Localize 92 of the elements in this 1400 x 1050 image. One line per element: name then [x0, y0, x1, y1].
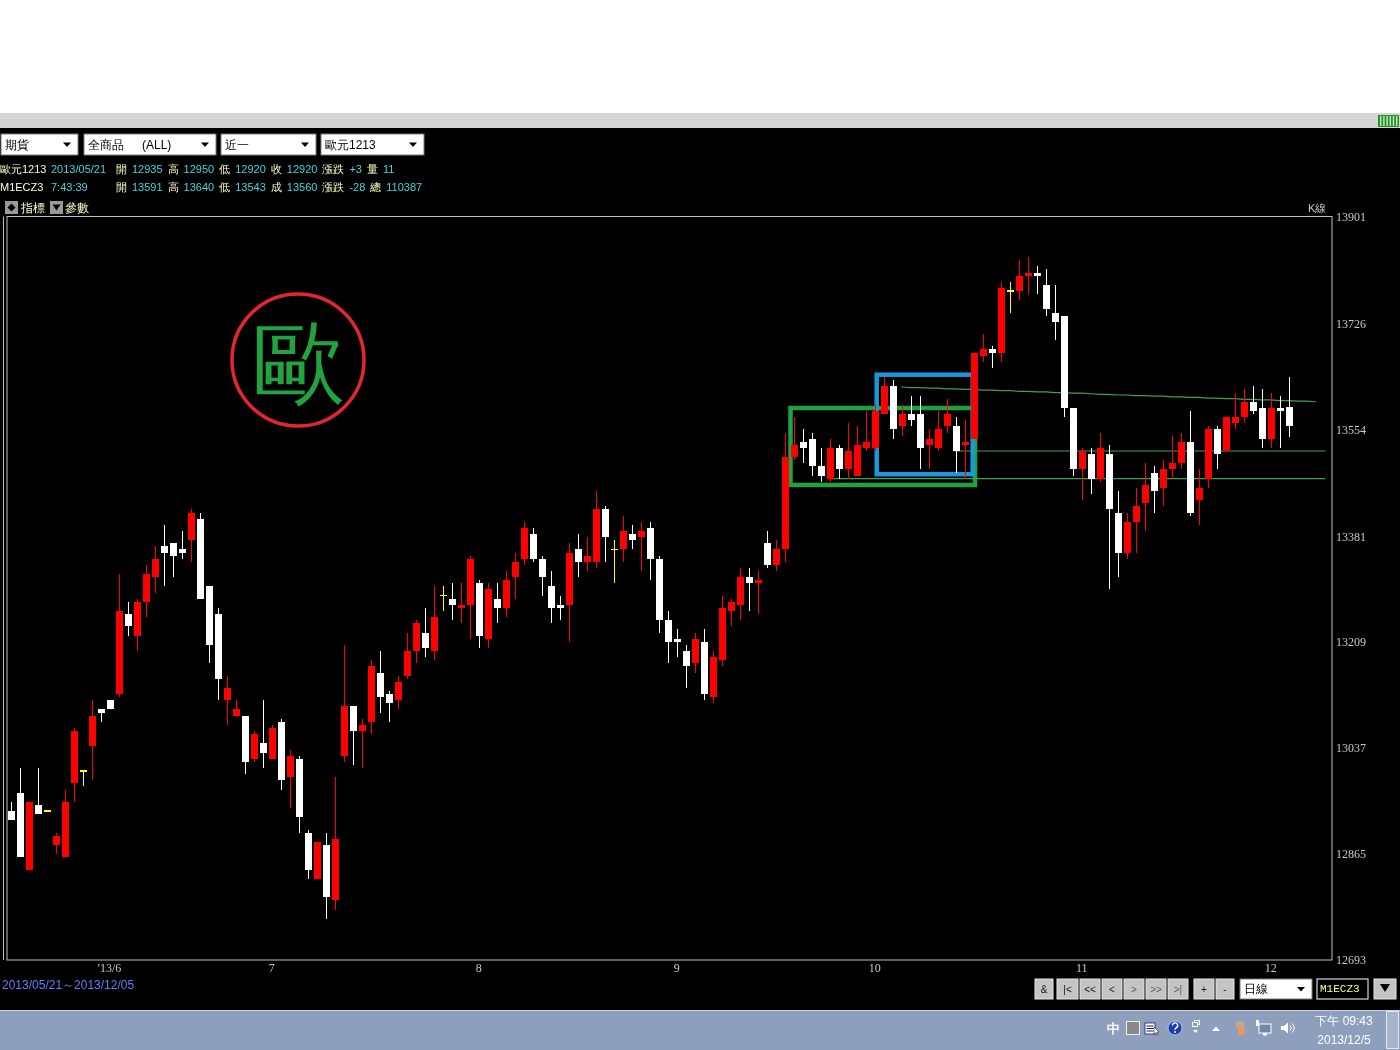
candlestick	[1025, 257, 1032, 295]
candlestick	[1214, 426, 1221, 470]
x-tick-label: 8	[475, 961, 482, 975]
candlestick	[818, 447, 825, 482]
candlestick	[665, 611, 672, 664]
text: 指標	[20, 201, 45, 215]
y-tick-label: 12865	[1336, 847, 1366, 862]
candlestick	[935, 410, 942, 451]
candlestick	[584, 537, 591, 572]
x-tick-label: 10	[868, 961, 881, 975]
button: <	[1101, 978, 1123, 1000]
candlestick	[179, 531, 186, 559]
candlestick	[575, 534, 582, 578]
text-field: M1ECZ3	[1316, 978, 1369, 1000]
candlestick	[233, 700, 240, 716]
candlestick	[602, 506, 609, 562]
candlestick	[35, 767, 42, 815]
candlestick	[548, 571, 555, 624]
text: 歐元1213 2013/05/21 開 12935 高 12950 低 12920 收 12920 漲跌 +3 量 11	[0, 163, 395, 175]
dropdown: 近一	[220, 133, 317, 156]
annotation: 歐	[253, 311, 345, 413]
y-tick-label: 12693	[1336, 953, 1366, 967]
candlestick	[98, 709, 105, 722]
dropdown: 期貨	[0, 133, 79, 156]
text: M1ECZ3 7:43:39 開 13591 高 13640 低 13543 成 13560 漲跌 -28 總 110387	[0, 181, 423, 193]
text: 下午 09:43	[1315, 1014, 1373, 1028]
candlestick	[773, 540, 780, 572]
candlestick	[755, 571, 762, 615]
candlestick	[557, 595, 564, 621]
candlestick	[1160, 460, 1167, 507]
candlestick	[989, 346, 996, 368]
candlestick	[260, 700, 267, 768]
candlestick	[638, 521, 645, 572]
candlestick	[1088, 447, 1095, 495]
button: &	[1034, 978, 1054, 1000]
dropdown: 歐元1213	[320, 133, 425, 156]
candlestick	[458, 583, 465, 624]
button: |<	[1056, 978, 1079, 1000]
button: +	[1193, 978, 1215, 1000]
candlestick	[674, 629, 681, 658]
candlestick	[1133, 487, 1140, 553]
candlestick	[1169, 435, 1176, 479]
dropdown: 日線	[1239, 978, 1313, 1000]
text: K線	[1308, 202, 1327, 214]
candlestick	[863, 410, 870, 451]
candlestick	[170, 543, 177, 578]
y-tick-label: 13037	[1336, 741, 1366, 756]
candlestick	[953, 417, 960, 473]
text: 參數	[65, 201, 89, 215]
dropdown: 全商品 (ALL)	[83, 133, 217, 156]
button: -	[1215, 978, 1235, 1000]
y-tick-label: 13726	[1336, 317, 1366, 332]
line-series	[901, 386, 1317, 403]
candlestick	[1034, 266, 1041, 295]
candlestick	[161, 524, 168, 587]
candlestick	[1286, 377, 1293, 437]
candlestick	[980, 334, 987, 362]
candlestick	[1052, 284, 1059, 341]
candlestick	[494, 583, 501, 624]
button: >	[1123, 978, 1145, 1000]
button: <<	[1079, 978, 1101, 1000]
candlestick	[962, 420, 969, 479]
candlestick	[800, 429, 807, 464]
candlestick	[350, 706, 357, 765]
text: 中	[1107, 1020, 1120, 1036]
text: 2013/12/5	[1317, 1033, 1372, 1047]
candlestick	[359, 718, 366, 768]
candlestick	[449, 583, 456, 621]
candlestick	[80, 770, 87, 787]
candlestick	[224, 675, 231, 725]
button: >|	[1167, 978, 1189, 1000]
y-tick-label: 13381	[1336, 529, 1366, 544]
candlestick	[1232, 392, 1239, 430]
candlestick	[611, 540, 618, 584]
y-tick-label: 13901	[1336, 209, 1366, 224]
candlestick	[746, 567, 753, 612]
candlestick	[1007, 281, 1014, 313]
candlestick	[1277, 395, 1284, 448]
candlestick	[404, 632, 411, 679]
text: 2013/05/21～2013/12/05	[2, 978, 135, 992]
y-tick-label: 13554	[1336, 423, 1366, 438]
candlestick	[764, 531, 771, 568]
x-tick-label: 12	[1264, 961, 1277, 975]
candlestick	[926, 429, 933, 470]
candlestick	[341, 644, 348, 762]
x-tick-label: 11	[1075, 961, 1088, 975]
x-tick-label: '13/6	[97, 961, 122, 975]
button: >>	[1145, 978, 1167, 1000]
x-tick-label: 7	[268, 961, 275, 975]
x-tick-label: 9	[673, 961, 680, 975]
candlestick	[1196, 469, 1203, 525]
y-tick-label: 13209	[1336, 635, 1366, 650]
